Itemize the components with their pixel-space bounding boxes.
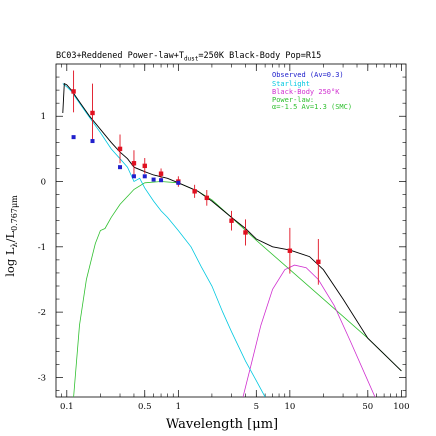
series-layer xyxy=(62,70,402,397)
ylabel-main: log L xyxy=(3,247,17,277)
legend-entry: α=-1.5 Av=1.3 (SMC) xyxy=(272,103,352,111)
x-tick-label: 50 xyxy=(362,402,373,412)
title-subscript: dust xyxy=(184,56,199,63)
plot-frame xyxy=(55,63,407,398)
dereddened-point xyxy=(131,174,136,179)
plot-border xyxy=(55,63,407,398)
y-tick-label: -3 xyxy=(38,373,46,383)
series-line-power-law xyxy=(73,181,402,397)
x-tick-label: 100 xyxy=(393,402,409,412)
observed-point xyxy=(158,171,164,176)
x-tick-label: 5 xyxy=(254,402,259,412)
dereddened-point xyxy=(142,174,147,179)
y-axis-label: log Lλ/L0.767μm xyxy=(3,195,19,277)
y-tick-label: -2 xyxy=(38,308,46,318)
observed-point xyxy=(243,230,248,235)
series-line-starlight xyxy=(62,83,266,397)
observed-point xyxy=(131,161,137,166)
observed-point xyxy=(142,163,147,169)
x-tick-label: 0.1 xyxy=(60,402,74,412)
ylabel-sub-ref: 0.767μm xyxy=(10,195,19,231)
dereddened-point xyxy=(176,180,181,185)
y-tick-label: 0 xyxy=(41,178,46,188)
title-rest: =250K Black-Body Pop=R15 xyxy=(198,51,321,61)
title-main: BC03+Reddened Power-law+T xyxy=(56,51,184,61)
observed-point xyxy=(204,195,210,201)
observed-point xyxy=(229,218,234,223)
observed-point xyxy=(316,259,321,265)
series-line-total xyxy=(62,82,402,372)
legend-entry: Observed (Av=0.3) xyxy=(272,71,344,79)
observed-point xyxy=(71,89,76,94)
x-tick-label: 0.5 xyxy=(138,402,152,412)
observed-point xyxy=(117,146,123,152)
legend-entry: Starlight xyxy=(272,80,310,88)
dereddened-point xyxy=(151,177,156,182)
y-tick-label: -1 xyxy=(38,243,46,253)
x-tick-label: 10 xyxy=(284,402,295,412)
observed-point xyxy=(192,189,197,194)
y-tick-label: 1 xyxy=(41,112,46,122)
legend-entry: Black-Body 250°K xyxy=(272,88,340,96)
observed-point xyxy=(287,248,293,253)
legend-entry: Power-law: xyxy=(272,96,314,104)
ylabel-sub-lambda: λ xyxy=(10,242,19,247)
axis-ticks: 0.1 0.5 1 5 10 50 100 -3 -2 -1 0 1 xyxy=(38,64,410,412)
dereddened-point xyxy=(118,165,123,170)
dereddened-point xyxy=(159,178,164,183)
ylabel-slash: /L xyxy=(3,231,17,243)
series-line-black-body-250k xyxy=(242,264,376,397)
x-axis-label: Wavelength [μm] xyxy=(166,417,278,432)
chart-title: BC03+Reddened Power-law+Tdust=250K Black… xyxy=(56,51,321,63)
x-tick-label: 1 xyxy=(176,402,181,412)
dereddened-point xyxy=(90,139,95,144)
observed-point xyxy=(90,110,95,116)
dereddened-point xyxy=(71,135,76,140)
